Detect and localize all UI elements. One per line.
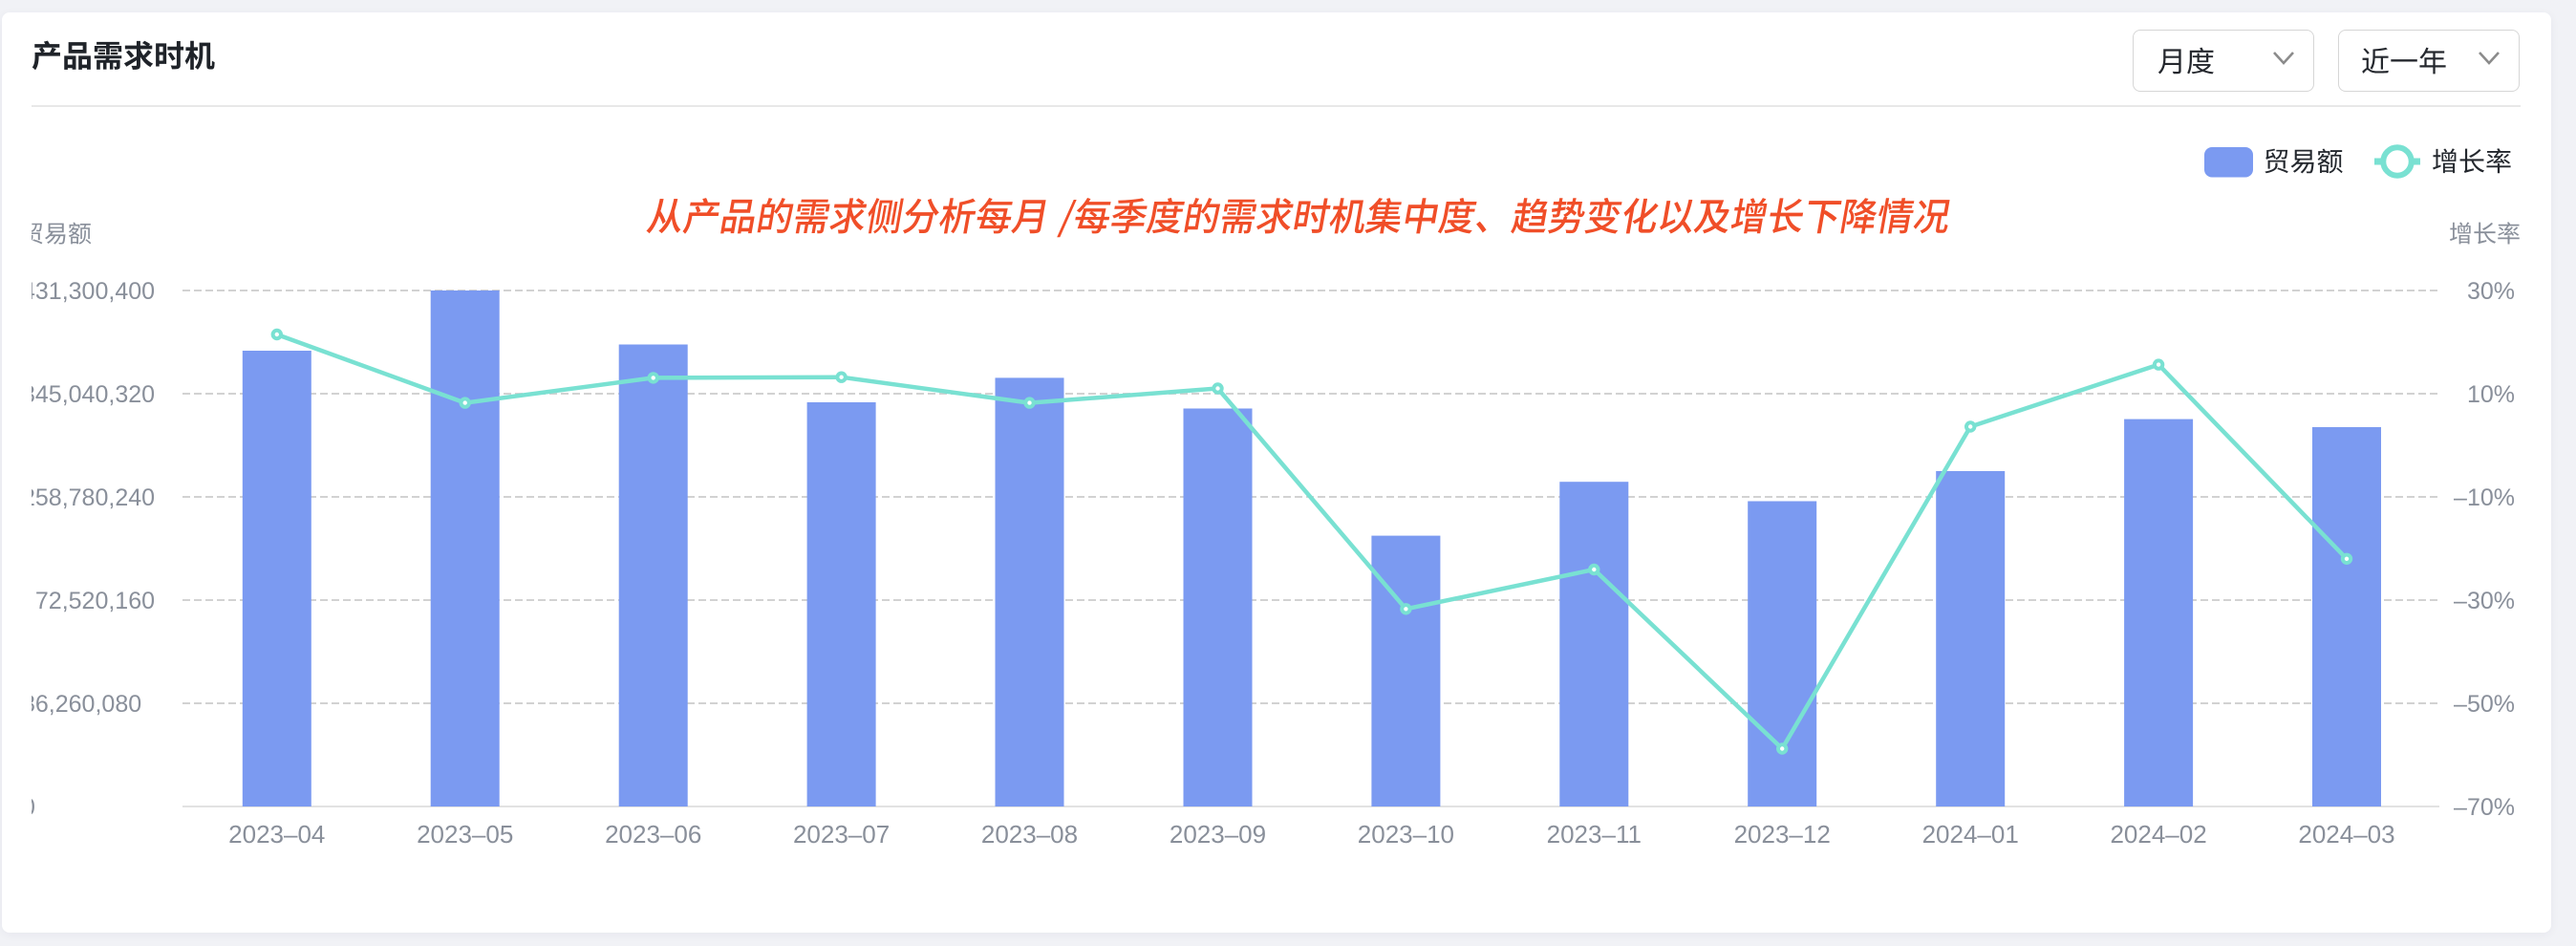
svg-text:431,300,400: 431,300,400: [32, 278, 155, 305]
svg-text:30%: 30%: [2467, 278, 2515, 305]
svg-text:2024–03: 2024–03: [2298, 820, 2394, 849]
svg-text:258,780,240: 258,780,240: [32, 484, 155, 511]
svg-text:–10%: –10%: [2454, 484, 2515, 511]
svg-text:2023–12: 2023–12: [1734, 820, 1831, 849]
svg-text:2024–01: 2024–01: [1922, 820, 2019, 849]
svg-text:–70%: –70%: [2454, 794, 2515, 821]
svg-text:2023–06: 2023–06: [605, 820, 701, 849]
svg-text:2023–11: 2023–11: [1547, 820, 1642, 849]
svg-text:2023–05: 2023–05: [417, 820, 513, 849]
svg-text:0: 0: [32, 794, 35, 821]
svg-text:10%: 10%: [2467, 381, 2515, 408]
svg-text:2023–10: 2023–10: [1358, 820, 1454, 849]
svg-text:72,520,160: 72,520,160: [35, 588, 155, 614]
svg-text:2023–07: 2023–07: [793, 820, 890, 849]
svg-text:86,260,080: 86,260,080: [32, 691, 141, 718]
svg-text:2023–09: 2023–09: [1170, 820, 1266, 849]
svg-text:–50%: –50%: [2454, 691, 2515, 718]
svg-text:2023–04: 2023–04: [228, 820, 325, 849]
svg-text:2023–08: 2023–08: [981, 820, 1078, 849]
svg-text:2024–02: 2024–02: [2110, 820, 2206, 849]
svg-text:–30%: –30%: [2454, 588, 2515, 614]
svg-text:345,040,320: 345,040,320: [32, 381, 155, 408]
